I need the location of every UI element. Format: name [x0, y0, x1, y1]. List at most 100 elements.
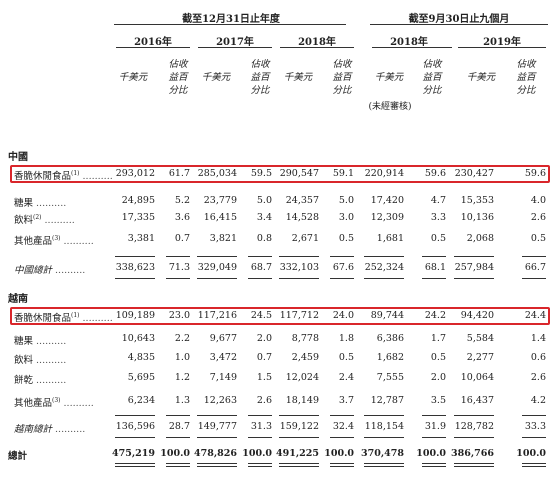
year-rule-4: [458, 47, 546, 48]
period-nine-months-header: 截至9月30日止九個月: [408, 14, 510, 25]
subtotal-underline: [248, 415, 272, 416]
cell-value: 32.4: [332, 421, 354, 432]
cell-value: 23,779: [203, 195, 237, 206]
cell-value: 3.7: [338, 395, 354, 406]
cell-value: 24,357: [285, 195, 319, 206]
cell-value: 1.2: [174, 372, 190, 383]
cell-value: 7,555: [376, 372, 404, 383]
cell-value: 12,309: [370, 212, 404, 223]
total-double-rule-b: [197, 466, 237, 467]
cell-value: 257,984: [454, 262, 494, 273]
subtotal-bottom-rule: [279, 278, 319, 279]
unit-pct-4: 佔收益百分比: [516, 59, 536, 96]
subtotal-bottom-rule: [522, 278, 546, 279]
row-label-text: 中國總計: [14, 265, 53, 276]
leader-dots: ..........: [33, 375, 67, 386]
cell-value: 6,234: [127, 395, 155, 406]
total-double-rule-a: [522, 463, 546, 464]
leader-dots: ..........: [41, 215, 75, 226]
cell-value: 94,420: [460, 310, 494, 321]
cell-value: 24.5: [250, 310, 272, 321]
total-double-rule-b: [364, 466, 404, 467]
total-value: 475,219: [112, 448, 155, 459]
subtotal-underline: [115, 415, 155, 416]
total-double-rule-b: [248, 466, 272, 467]
cell-value: 12,787: [370, 395, 404, 406]
total-double-rule-a: [197, 463, 237, 464]
cell-value: 59.5: [250, 168, 272, 179]
cell-value: 12,024: [285, 372, 319, 383]
cell-value: 4,835: [127, 352, 155, 363]
cell-value: 12,263: [203, 395, 237, 406]
cell-value: 3.4: [256, 212, 272, 223]
subtotal-underline: [522, 415, 546, 416]
cell-value: 332,103: [279, 262, 319, 273]
footnote-marker: (2): [33, 213, 42, 221]
cell-value: 128,782: [454, 421, 494, 432]
subtotal-underline: [330, 415, 354, 416]
row-label: 其他產品(3) ..........: [14, 395, 94, 409]
cell-value: 17,335: [121, 212, 155, 223]
cell-value: 1.3: [174, 395, 190, 406]
year-rule-1: [198, 47, 272, 48]
cell-value: 68.7: [250, 262, 272, 273]
subtotal-bottom-rule: [330, 278, 354, 279]
cell-value: 14,528: [285, 212, 319, 223]
cell-value: 117,216: [197, 310, 237, 321]
subtotal-underline: [364, 256, 404, 257]
year-rule-0: [116, 47, 190, 48]
cell-value: 1.0: [174, 352, 190, 363]
cell-value: 2.0: [256, 333, 272, 344]
highlight-box: [10, 165, 550, 183]
cell-value: 3.3: [430, 212, 446, 223]
subtotal-underline: [522, 256, 546, 257]
cell-value: 4.0: [530, 195, 546, 206]
subtotal-underline: [330, 256, 354, 257]
subtotal-underline: [166, 415, 190, 416]
cell-value: 1.5: [256, 372, 272, 383]
row-label-text: 越南總計: [14, 424, 53, 435]
subtotal-bottom-rule: [454, 437, 494, 438]
unit-pct-0: 佔收益百分比: [168, 59, 188, 96]
cell-value: 1,682: [376, 352, 404, 363]
cell-value: 118,154: [364, 421, 404, 432]
subtotal-bottom-rule: [248, 278, 272, 279]
total-double-rule-a: [166, 463, 190, 464]
cell-value: 7,149: [209, 372, 237, 383]
year-header-0: 2016年: [134, 37, 172, 48]
row-label-text: 餅乾: [14, 375, 34, 386]
row-label-text: 糖果: [14, 336, 34, 347]
cell-value: 5.2: [174, 195, 190, 206]
cell-value: 66.7: [524, 262, 546, 273]
leader-dots: ..........: [33, 198, 67, 209]
unit-amount-4: 千美元: [466, 72, 496, 83]
year-rule-2: [280, 47, 354, 48]
cell-value: 3,381: [127, 233, 155, 244]
cell-value: 89,744: [370, 310, 404, 321]
cell-value: 16,415: [203, 212, 237, 223]
subtotal-bottom-rule: [166, 437, 190, 438]
total-double-rule-b: [330, 466, 354, 467]
cell-value: 2.4: [338, 372, 354, 383]
cell-value: 293,012: [115, 168, 155, 179]
cell-value: 220,914: [364, 168, 404, 179]
footnote-marker: (3): [52, 234, 61, 242]
total-value: 386,766: [451, 448, 494, 459]
total-value: 100.0: [516, 448, 546, 459]
row-label: 糖果 ..........: [14, 195, 66, 209]
subtotal-underline: [422, 256, 446, 257]
row-label-text: 香脆休閒食品: [14, 171, 72, 182]
cell-value: 24.0: [332, 310, 354, 321]
total-value: 478,826: [194, 448, 237, 459]
cell-value: 5,584: [466, 333, 494, 344]
subtotal-bottom-rule: [166, 278, 190, 279]
row-label: 其他產品(3) ..........: [14, 233, 94, 247]
cell-value: 3.0: [338, 212, 354, 223]
leader-dots: ..........: [52, 265, 86, 276]
subtotal-underline: [166, 256, 190, 257]
subtotal-bottom-rule: [522, 437, 546, 438]
cell-value: 1.4: [530, 333, 546, 344]
leader-dots: ..........: [52, 424, 86, 435]
footnote-marker: (3): [52, 396, 61, 404]
total-value: 370,478: [361, 448, 404, 459]
